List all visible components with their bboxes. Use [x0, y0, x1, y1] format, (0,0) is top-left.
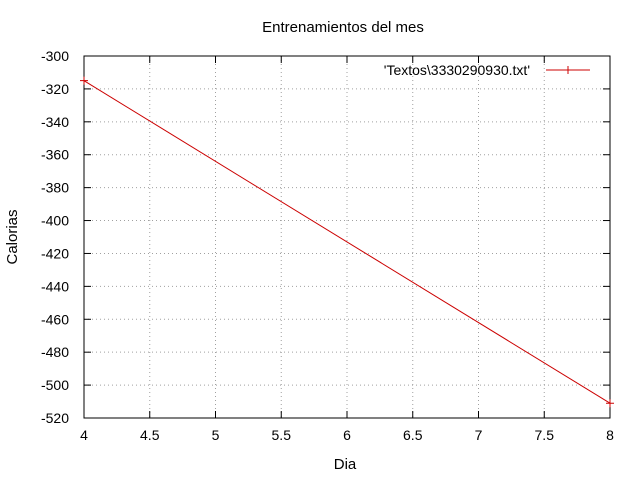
- x-tick-label: 6.5: [403, 427, 423, 443]
- y-tick-label: -340: [41, 114, 69, 130]
- y-tick-label: -400: [41, 213, 69, 229]
- y-axis-ticks: -300 -320 -340 -360 -380 -400 -420 -440 -460 -480…: [41, 48, 610, 426]
- series-line: [83, 80, 611, 404]
- y-axis-label: Calorias: [4, 209, 21, 264]
- y-tick-label: -460: [41, 311, 69, 327]
- chart-title: Entrenamientos del mes: [262, 19, 424, 36]
- data-point-marker: [80, 76, 88, 85]
- y-tick-label: -360: [41, 147, 69, 163]
- y-tick-label: -520: [41, 410, 69, 426]
- x-tick-label: 4.5: [140, 427, 160, 443]
- x-tick-label: 8: [606, 427, 614, 443]
- x-axis-label: Dia: [334, 456, 357, 473]
- x-tick-label: 5.5: [272, 427, 292, 443]
- y-tick-label: -320: [41, 81, 69, 97]
- legend: 'Textos\3330290930.txt': [384, 62, 590, 78]
- x-tick-label: 5: [212, 427, 220, 443]
- legend-entry-label: 'Textos\3330290930.txt': [384, 62, 530, 78]
- x-tick-label: 6: [343, 427, 351, 443]
- grid-lines: [84, 56, 610, 418]
- series-layer: [80, 76, 614, 408]
- x-tick-label: 4: [80, 427, 88, 443]
- data-point-marker: [606, 399, 614, 408]
- legend-entry-marker: [564, 66, 572, 74]
- x-axis-ticks: 4 4.5 5 5.5 6 6.5 7 7.5 8: [80, 56, 614, 443]
- y-tick-label: -440: [41, 278, 69, 294]
- x-tick-label: 7.5: [535, 427, 555, 443]
- x-tick-label: 7: [475, 427, 483, 443]
- y-tick-label: -480: [41, 344, 69, 360]
- y-tick-label: -500: [41, 377, 69, 393]
- y-tick-label: -300: [41, 48, 69, 64]
- y-tick-label: -420: [41, 245, 69, 261]
- y-tick-label: -380: [41, 180, 69, 196]
